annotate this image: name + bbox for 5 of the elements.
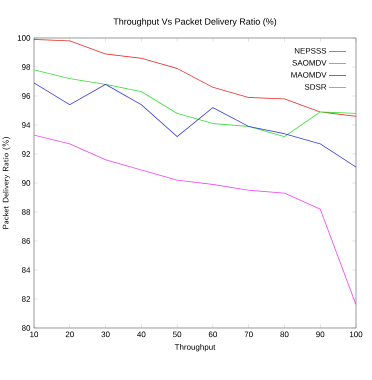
chart-title: Throughput Vs Packet Delivery Ratio (%) [113,18,276,26]
line-series [34,39,356,117]
line-series [34,134,356,306]
line-series [34,70,356,137]
line-series [34,82,356,168]
